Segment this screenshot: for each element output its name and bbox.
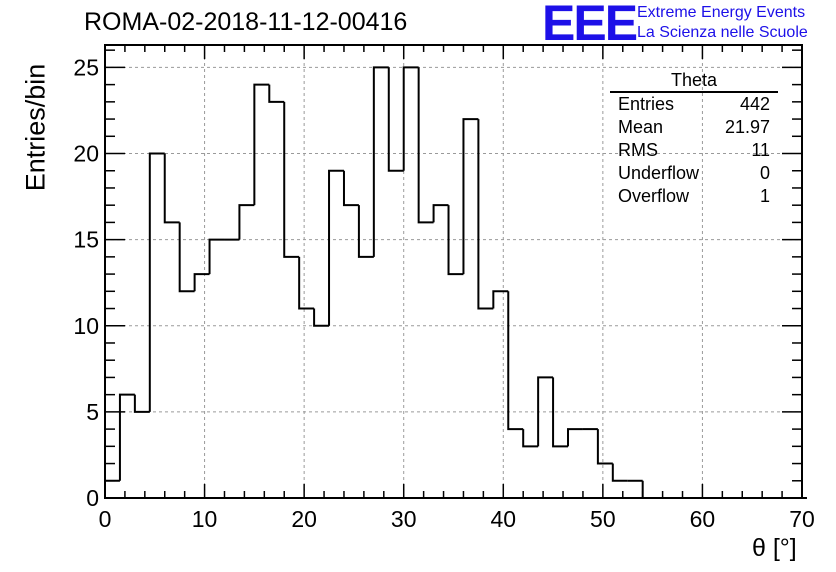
x-tick-label: 40 bbox=[490, 506, 516, 532]
stats-label: Entries bbox=[618, 94, 675, 114]
histogram-bin bbox=[178, 222, 195, 293]
stats-row: RMS 11 bbox=[610, 139, 778, 162]
logo-line-2: La Scienza nelle Scuole bbox=[637, 24, 808, 41]
axis-ticks bbox=[104, 45, 803, 499]
histogram-bin bbox=[133, 394, 150, 413]
histogram-bin bbox=[447, 205, 464, 276]
plot-frame bbox=[104, 44, 803, 499]
y-tick-label: 5 bbox=[86, 399, 99, 425]
stats-box: Theta Entries 442 Mean 21.97 RMS 11 Underfl… bbox=[610, 70, 778, 208]
histogram-bin bbox=[387, 67, 404, 172]
histogram-bin bbox=[402, 66, 419, 171]
y-tick-label: 25 bbox=[73, 54, 99, 80]
eee-logo: EEE bbox=[542, 0, 638, 51]
y-axis-label: Entries/bin bbox=[20, 63, 51, 192]
histogram-bin bbox=[238, 204, 255, 240]
histogram-bin bbox=[357, 205, 374, 258]
histogram-bin bbox=[193, 273, 210, 292]
histogram-bin bbox=[462, 118, 479, 275]
x-tick-label: 60 bbox=[690, 506, 716, 532]
x-tick-label: 30 bbox=[391, 506, 417, 532]
histogram-bin bbox=[537, 376, 554, 447]
x-tick-label: 0 bbox=[99, 506, 112, 532]
histogram-bin bbox=[432, 204, 449, 223]
stats-value: 442 bbox=[739, 94, 770, 114]
stats-row: Mean 21.97 bbox=[610, 116, 778, 139]
histogram-bin bbox=[163, 153, 180, 224]
y-tick-label: 15 bbox=[73, 227, 99, 253]
logo-line-1: Extreme Energy Events bbox=[637, 4, 806, 21]
x-tick-label: 20 bbox=[291, 506, 317, 532]
stats-row: Entries 442 bbox=[610, 93, 778, 116]
histogram-bin bbox=[328, 169, 344, 326]
histogram-bin bbox=[148, 152, 165, 412]
histogram-bin bbox=[492, 290, 509, 309]
x-tick-label: 50 bbox=[590, 506, 616, 532]
y-tick-label: 0 bbox=[86, 485, 99, 511]
histogram-bin bbox=[477, 119, 494, 310]
stats-row: Underflow 0 bbox=[610, 162, 778, 185]
x-tick-label: 70 bbox=[789, 506, 815, 532]
histogram-bin bbox=[268, 84, 285, 103]
histogram-bin bbox=[342, 170, 359, 207]
histogram-bin bbox=[253, 83, 270, 206]
histogram-bin bbox=[313, 308, 330, 327]
histogram-bin bbox=[567, 428, 583, 447]
histogram-bin bbox=[298, 256, 315, 310]
histogram-bin bbox=[208, 238, 225, 275]
histogram-bin bbox=[104, 479, 120, 498]
histogram-bin bbox=[611, 463, 628, 482]
stats-value: 21.97 bbox=[724, 117, 770, 137]
histogram-bin bbox=[507, 291, 524, 431]
x-axis-label: θ [°] bbox=[752, 534, 797, 562]
stats-value: 1 bbox=[759, 186, 770, 206]
histogram-bin bbox=[522, 429, 539, 448]
stats-value: 0 bbox=[759, 163, 770, 183]
histogram-bin bbox=[417, 67, 434, 224]
chart-title: ROMA-02-2018-11-12-00416 bbox=[84, 8, 408, 36]
y-tick-label: 20 bbox=[73, 141, 99, 167]
stats-label: RMS bbox=[618, 140, 658, 160]
stats-label: Mean bbox=[618, 117, 664, 137]
y-tick-label: 10 bbox=[73, 313, 99, 339]
stats-value: 11 bbox=[751, 140, 770, 160]
histogram-bin bbox=[118, 393, 135, 481]
histogram-series bbox=[104, 66, 807, 499]
stats-title: Theta bbox=[610, 70, 778, 93]
stats-label: Underflow bbox=[618, 163, 700, 183]
stats-label: Overflow bbox=[618, 186, 690, 206]
histogram-bin bbox=[552, 377, 569, 448]
histogram-bin bbox=[283, 101, 300, 258]
stats-row: Overflow 1 bbox=[610, 185, 778, 208]
histogram-bin bbox=[372, 66, 389, 257]
histogram-bin bbox=[641, 480, 658, 499]
histogram-bin bbox=[596, 429, 613, 465]
x-tick-label: 10 bbox=[192, 506, 218, 532]
